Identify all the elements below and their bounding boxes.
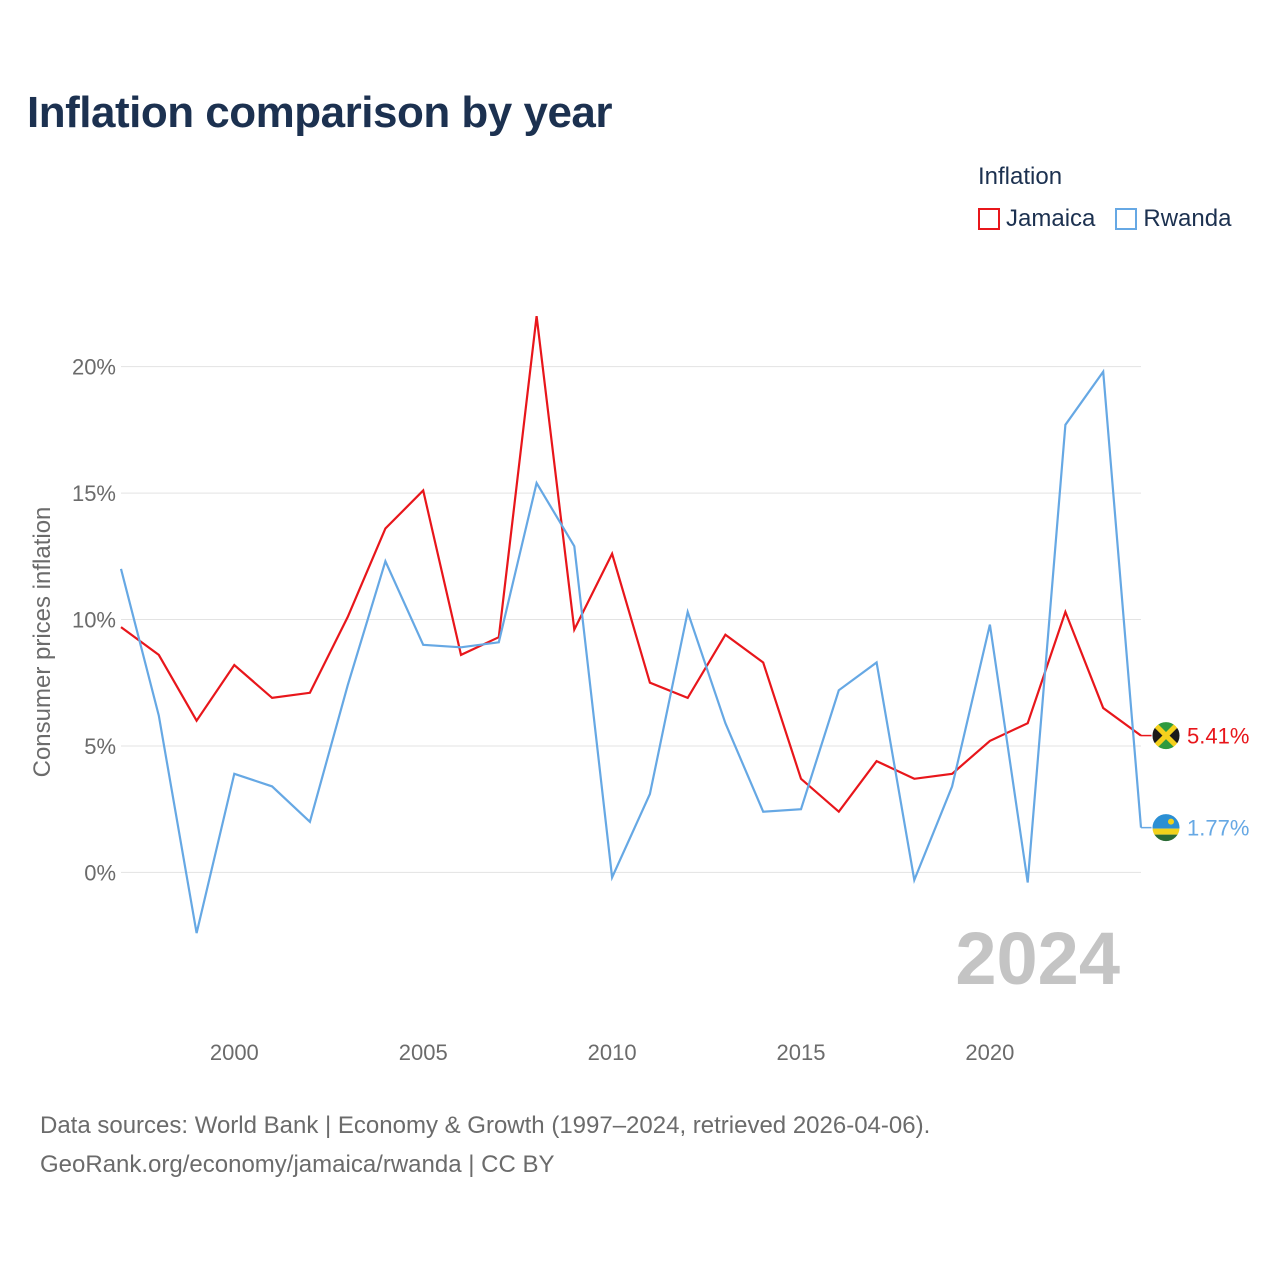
legend-swatch-jamaica <box>978 208 1000 230</box>
x-tick-label: 2000 <box>210 1040 259 1065</box>
y-axis-title: Consumer prices inflation <box>29 507 56 778</box>
footer-sources: Data sources: World Bank | Economy & Gro… <box>40 1112 931 1139</box>
flag-jamaica-icon <box>1151 721 1181 751</box>
legend-label-rwanda: Rwanda <box>1143 205 1232 232</box>
x-tick-label: 2005 <box>399 1040 448 1065</box>
y-tick-label: 20% <box>72 355 116 380</box>
legend-title: Inflation <box>978 163 1063 190</box>
y-tick-label: 10% <box>72 608 116 633</box>
x-tick-label: 2010 <box>588 1040 637 1065</box>
legend: Jamaica Rwanda <box>978 205 1231 233</box>
x-tick-label: 2020 <box>965 1040 1014 1065</box>
flag-rwanda-icon <box>1151 813 1181 843</box>
end-label-jamaica: 5.41% <box>1187 724 1249 749</box>
legend-swatch-rwanda <box>1115 208 1138 230</box>
chart-title: Inflation comparison by year <box>27 88 613 137</box>
y-tick-label: 5% <box>84 734 116 759</box>
x-tick-label: 2015 <box>777 1040 826 1065</box>
series-line-jamaica[interactable] <box>120 315 1142 814</box>
legend-item-rwanda[interactable]: Rwanda <box>1115 205 1231 233</box>
y-tick-label: 0% <box>84 860 116 885</box>
year-watermark: 2024 <box>955 917 1120 1000</box>
legend-label-jamaica: Jamaica <box>1006 205 1096 232</box>
y-tick-label: 15% <box>72 481 116 506</box>
line-chart: 0% 5% 10% 15% 20% 2000 2005 2010 2015 2020 Consume… <box>29 315 1249 1065</box>
end-label-rwanda: 1.77% <box>1187 816 1249 841</box>
series-line-rwanda[interactable] <box>119 368 1143 934</box>
legend-item-jamaica[interactable]: Jamaica <box>978 205 1095 233</box>
footer: Data sources: World Bank | Economy & Gro… <box>40 1106 930 1184</box>
footer-link[interactable]: GeoRank.org/economy/jamaica/rwanda | CC … <box>40 1151 555 1178</box>
